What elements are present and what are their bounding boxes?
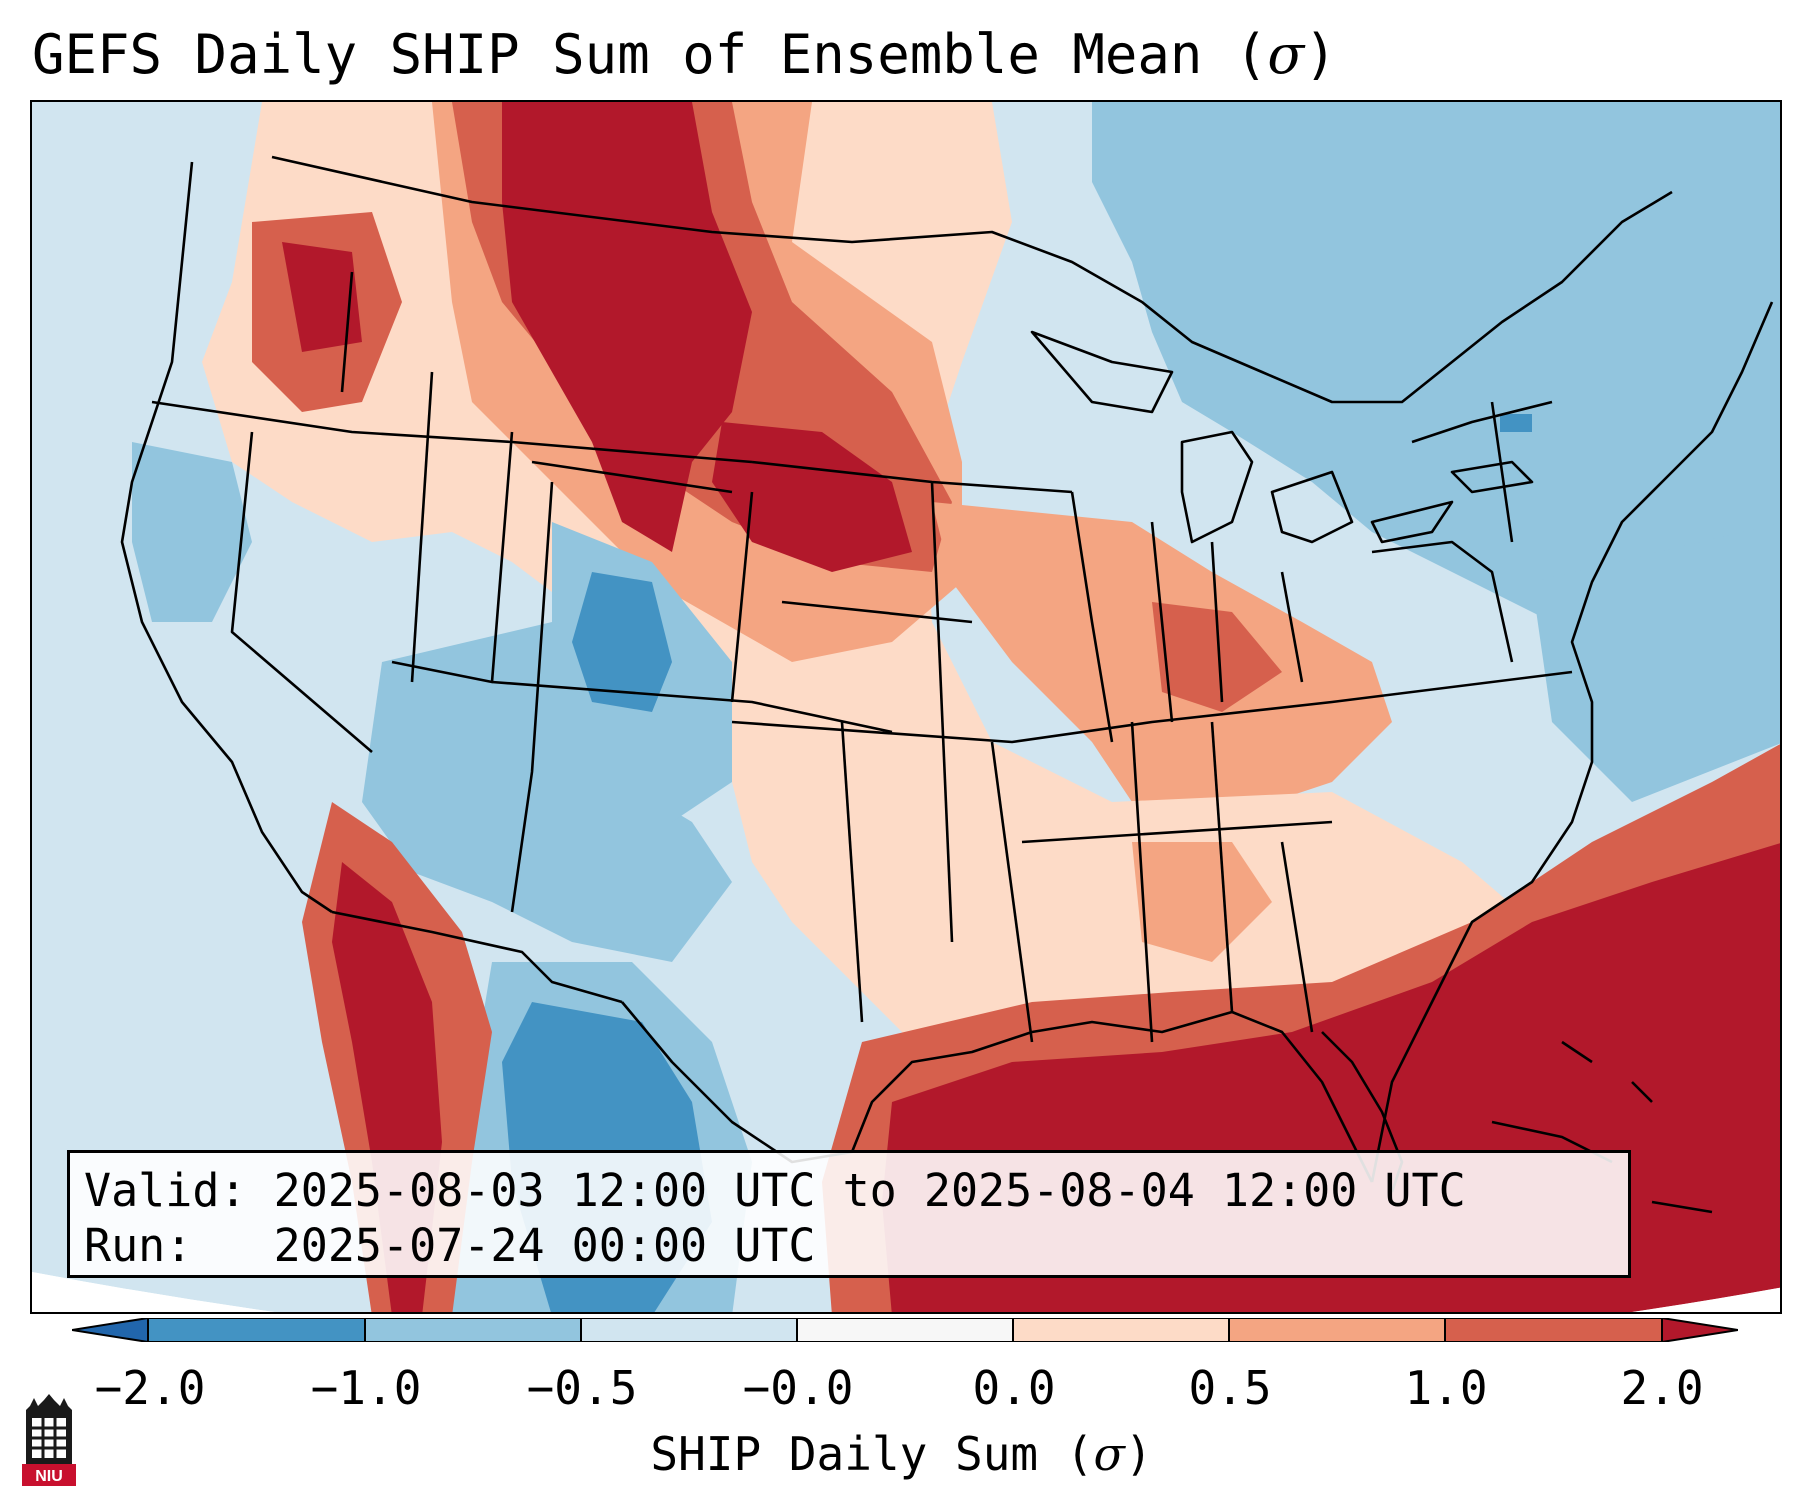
colorbar-bin-1-2 xyxy=(1445,1318,1662,1342)
colorbar-tick-label: −0.5 xyxy=(526,1361,638,1415)
colorbar-bin-0-05 xyxy=(1013,1318,1229,1342)
colorbar-tick-label: −2.0 xyxy=(94,1361,206,1415)
niu-logo-icon: NIU xyxy=(22,1394,76,1486)
colorbar-bin-neg2-neg1 xyxy=(148,1318,365,1342)
field-kentucky-brick xyxy=(1152,602,1282,712)
colorbar-svg xyxy=(71,1317,1739,1343)
colorbar-tick-label: −1.0 xyxy=(310,1361,422,1415)
colorbar-tick-labels: −2.0 −1.0 −0.5 −0.0 0.0 0.5 1.0 2.0 xyxy=(0,1360,1803,1420)
valid-run-info-box: Valid: 2025-08-03 12:00 UTC to 2025-08-0… xyxy=(67,1150,1631,1278)
colorbar-label: SHIP Daily Sum (σ) xyxy=(650,1427,1153,1481)
outside-domain-mask xyxy=(32,1272,1780,1312)
colorbar xyxy=(71,1317,1739,1343)
field-nebraska-red xyxy=(712,422,912,572)
field-colorado-plateau-dark xyxy=(572,572,672,712)
field-great-basin-blue xyxy=(362,622,732,962)
colorbar-tick-label: 2.0 xyxy=(1620,1361,1704,1415)
colorbar-tick-label: −0.0 xyxy=(742,1361,854,1415)
colorbar-bin-neg1-neg05 xyxy=(365,1318,581,1342)
niu-logo: NIU xyxy=(20,1394,78,1486)
colorbar-tick-label: 1.0 xyxy=(1404,1361,1488,1415)
shaded-field xyxy=(32,102,1780,1312)
colorbar-bin-neg0-0 xyxy=(797,1318,1013,1342)
chart-title: GEFS Daily SHIP Sum of Ensemble Mean (σ) xyxy=(32,23,1337,86)
ship-field-map xyxy=(32,102,1780,1312)
field-nw-coast-blue xyxy=(132,442,252,622)
field-southeast-salmon xyxy=(1132,842,1272,962)
run-time-text: Run: 2025-07-24 00:00 UTC xyxy=(84,1219,816,1272)
colorbar-tick-label: 0.0 xyxy=(972,1361,1056,1415)
map-panel xyxy=(30,100,1782,1314)
colorbar-extend-low xyxy=(72,1318,148,1342)
colorbar-ticks xyxy=(147,1318,1663,1342)
colorbar-extend-high xyxy=(1662,1318,1738,1342)
valid-time-text: Valid: 2025-08-03 12:00 UTC to 2025-08-0… xyxy=(84,1164,1466,1217)
boundaries xyxy=(120,155,1774,1214)
colorbar-bin-neg05-neg0 xyxy=(581,1318,797,1342)
field-pacnw-red xyxy=(282,242,362,352)
colorbar-tick-label: 0.5 xyxy=(1188,1361,1272,1415)
field-ny-darker xyxy=(1500,414,1532,432)
field-atlantic-blue xyxy=(1532,522,1780,802)
niu-logo-text: NIU xyxy=(35,1468,63,1485)
colorbar-bin-05-1 xyxy=(1229,1318,1445,1342)
